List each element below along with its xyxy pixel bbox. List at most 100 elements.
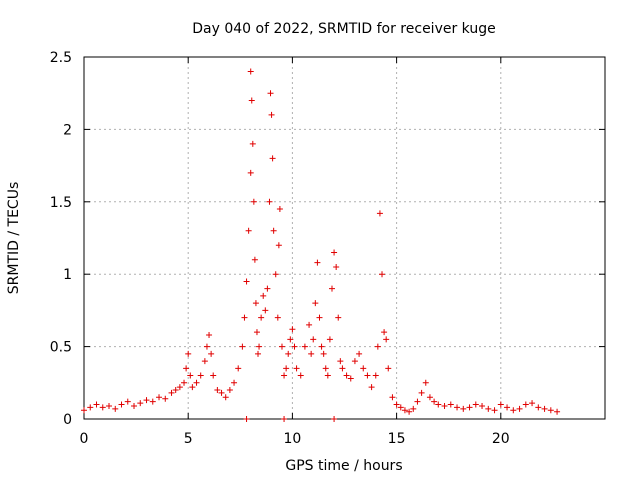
data-point — [368, 384, 375, 391]
data-point — [266, 198, 273, 205]
data-point — [287, 336, 294, 343]
data-point — [460, 405, 467, 412]
plot-frame — [83, 56, 606, 420]
x-tick-label: 10 — [283, 431, 301, 447]
data-point — [331, 249, 338, 256]
data-point — [351, 358, 358, 365]
data-point — [272, 271, 279, 278]
data-point — [397, 404, 404, 411]
data-point — [393, 401, 400, 408]
data-point — [201, 358, 208, 365]
data-point — [418, 389, 425, 396]
y-tick-label: 0 — [63, 412, 72, 428]
data-point — [485, 405, 492, 412]
data-point — [491, 407, 498, 414]
data-point — [243, 416, 250, 422]
grid-lines — [84, 57, 605, 419]
y-tick-label: 0.5 — [50, 340, 72, 356]
data-point — [535, 404, 542, 411]
data-point — [181, 379, 188, 386]
data-point — [172, 387, 179, 394]
data-point — [414, 398, 421, 405]
data-points — [81, 68, 561, 422]
data-point — [331, 416, 338, 422]
data-point — [435, 401, 442, 408]
data-point — [376, 210, 383, 217]
data-point — [285, 350, 292, 357]
data-point — [260, 292, 267, 299]
data-point — [247, 169, 254, 176]
data-point — [239, 343, 246, 350]
data-point — [251, 256, 258, 263]
data-point — [312, 300, 319, 307]
x-tick-label: 15 — [388, 431, 406, 447]
data-point — [431, 398, 438, 405]
data-point — [314, 259, 321, 266]
data-point — [504, 404, 511, 411]
data-point — [218, 389, 225, 396]
data-point — [250, 198, 257, 205]
data-point — [379, 271, 386, 278]
data-point — [454, 404, 461, 411]
y-tick-label: 1.5 — [50, 195, 72, 211]
data-point — [472, 401, 479, 408]
data-point — [137, 400, 144, 407]
data-point — [206, 332, 213, 339]
data-point — [162, 395, 169, 402]
data-point — [322, 365, 329, 372]
data-point — [383, 336, 390, 343]
data-point — [410, 405, 417, 412]
data-point — [381, 329, 388, 336]
y-tick-label: 2.5 — [50, 50, 72, 66]
data-point — [226, 387, 233, 394]
y-tick-label: 2 — [63, 122, 72, 138]
data-point — [516, 405, 523, 412]
x-tick-label: 5 — [184, 431, 193, 447]
data-point — [231, 379, 238, 386]
data-point — [189, 384, 196, 391]
data-point — [278, 343, 285, 350]
data-point — [197, 372, 204, 379]
data-point — [326, 336, 333, 343]
data-point — [276, 206, 283, 213]
data-point — [360, 365, 367, 372]
data-point — [270, 227, 277, 234]
data-point — [124, 398, 131, 405]
data-point — [269, 155, 276, 162]
data-point — [301, 343, 308, 350]
data-point — [497, 401, 504, 408]
data-point — [316, 314, 323, 321]
data-point — [87, 404, 94, 411]
data-point — [187, 372, 194, 379]
data-point — [385, 365, 392, 372]
data-point — [522, 401, 529, 408]
data-point — [335, 314, 342, 321]
data-point — [283, 365, 290, 372]
data-point — [252, 300, 259, 307]
data-point — [168, 389, 175, 396]
data-point — [389, 394, 396, 401]
data-point — [99, 404, 106, 411]
data-point — [320, 350, 327, 357]
data-point — [422, 379, 429, 386]
data-point — [248, 97, 255, 104]
data-point — [554, 408, 561, 415]
data-point — [267, 90, 274, 97]
data-point — [479, 402, 486, 409]
data-point — [441, 402, 448, 409]
data-point — [255, 350, 262, 357]
data-point — [210, 372, 217, 379]
data-point — [343, 372, 350, 379]
data-point — [339, 365, 346, 372]
data-point — [281, 372, 288, 379]
data-point — [208, 350, 215, 357]
data-point — [347, 375, 354, 382]
data-point — [235, 365, 242, 372]
data-point — [93, 401, 100, 408]
data-point — [112, 405, 119, 412]
data-point — [356, 350, 363, 357]
data-point — [541, 405, 548, 412]
data-point — [281, 416, 288, 422]
data-point — [256, 343, 263, 350]
